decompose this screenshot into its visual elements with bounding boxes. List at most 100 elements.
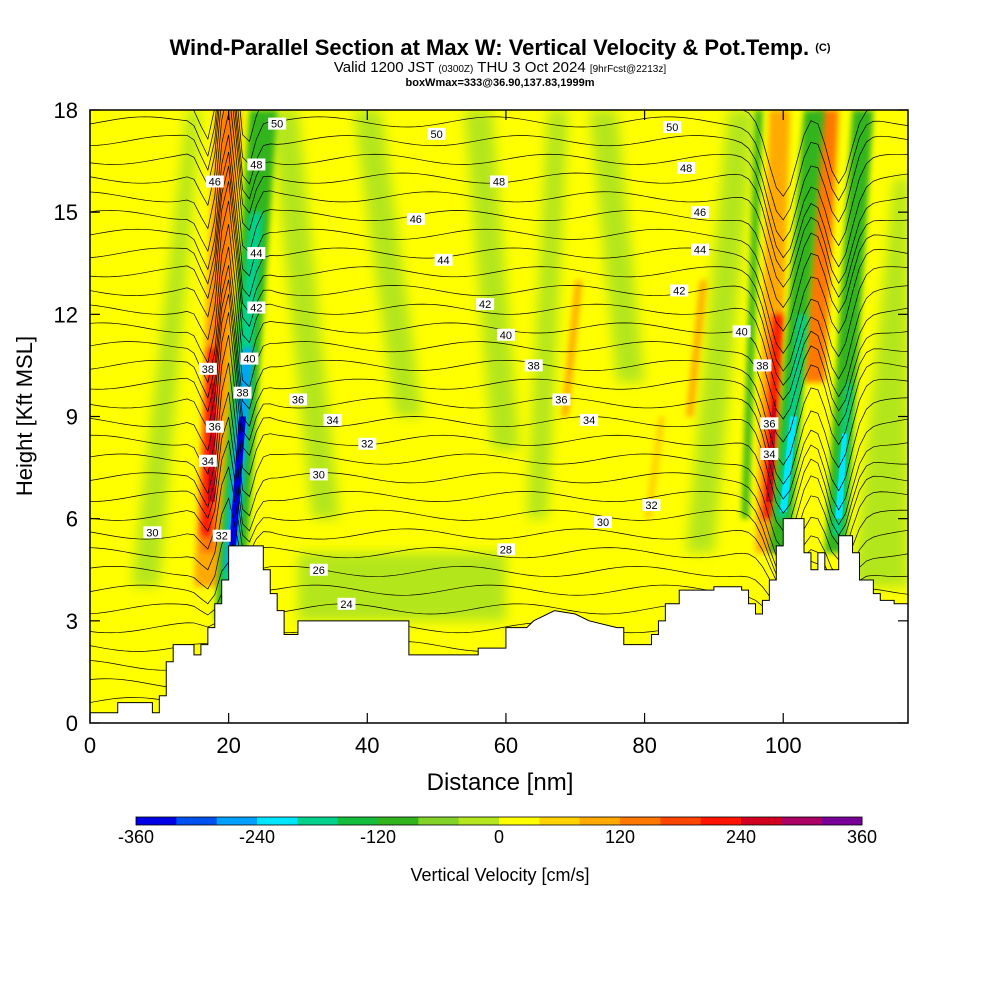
theta-label: 38 xyxy=(753,359,772,372)
theta-label-text: 50 xyxy=(271,119,283,131)
theta-label-text: 38 xyxy=(202,364,214,376)
theta-label: 40 xyxy=(496,328,515,342)
theta-label: 32 xyxy=(642,499,661,512)
theta-label-text: 36 xyxy=(763,418,775,430)
theta-contour-line xyxy=(90,110,908,242)
x-tick-label: 100 xyxy=(765,733,802,758)
theta-label-text: 30 xyxy=(597,517,609,529)
theta-label-text: 46 xyxy=(410,214,422,226)
velocity-region xyxy=(270,110,340,519)
theta-label: 36 xyxy=(760,417,779,430)
theta-label-box xyxy=(434,253,453,266)
theta-label: 34 xyxy=(198,454,217,468)
theta-label-box xyxy=(732,325,751,338)
theta-label-text: 32 xyxy=(645,500,657,512)
theta-contour-line xyxy=(90,181,908,386)
colorbar-swatch xyxy=(136,817,177,825)
colorbar-tick-label: -120 xyxy=(360,827,396,847)
velocity-region xyxy=(353,110,423,417)
theta-label-box xyxy=(476,298,495,311)
colorbar-swatch xyxy=(418,817,460,825)
velocity-region xyxy=(131,110,201,587)
theta-label-box xyxy=(753,359,772,372)
colorbar-swatch xyxy=(579,817,621,825)
velocity-region xyxy=(297,552,506,621)
theta-contour-line xyxy=(90,265,908,466)
x-tick-label: 40 xyxy=(355,733,379,758)
title-block: Wind-Parallel Section at Max W: Vertical… xyxy=(0,36,1000,89)
theta-contour-line xyxy=(90,165,908,372)
colorbar-swatch xyxy=(700,817,742,825)
theta-label-text: 34 xyxy=(327,415,339,427)
theta-label-box xyxy=(309,468,328,481)
theta-label-box xyxy=(580,413,599,426)
theta-label-box xyxy=(212,529,231,542)
theta-label-box xyxy=(406,212,425,225)
theta-label: 30 xyxy=(309,468,328,481)
theta-label-text: 46 xyxy=(694,207,706,219)
x-tick-label: 0 xyxy=(84,733,96,758)
y-tick-label: 6 xyxy=(66,507,78,532)
colorbar-tick-label: -360 xyxy=(118,827,154,847)
theta-label: 48 xyxy=(490,175,508,189)
theta-label-text: 50 xyxy=(666,122,678,134)
velocity-region xyxy=(779,416,798,512)
theta-label-text: 34 xyxy=(583,415,595,427)
theta-label-box xyxy=(309,563,328,576)
theta-label: 38 xyxy=(233,386,252,400)
theta-label-text: 46 xyxy=(209,177,221,189)
y-tick-label: 3 xyxy=(66,609,78,634)
theta-label-text: 48 xyxy=(680,163,692,175)
theta-contour-line xyxy=(90,134,908,332)
theta-contour-line xyxy=(90,200,908,401)
copyright-mark: (C) xyxy=(815,42,831,54)
theta-label-box xyxy=(496,328,515,341)
theta-contour-line xyxy=(90,110,908,221)
theta-label: 50 xyxy=(663,121,682,134)
colorbar-swatch xyxy=(458,817,500,825)
theta-label-text: 50 xyxy=(430,129,442,141)
theta-label-text: 40 xyxy=(243,354,255,366)
theta-contour-line xyxy=(90,151,908,354)
theta-label: 44 xyxy=(691,243,710,257)
theta-label-text: 28 xyxy=(500,544,512,556)
theta-label: 46 xyxy=(205,175,224,189)
theta-label: 32 xyxy=(358,437,377,451)
theta-label-box xyxy=(247,301,266,314)
chart-title: Wind-Parallel Section at Max W: Vertical… xyxy=(169,35,831,60)
theta-label-box xyxy=(143,526,162,539)
colorbar-label: Vertical Velocity [cm/s] xyxy=(410,865,589,885)
x-tick-label: 60 xyxy=(494,733,518,758)
theta-contour-line xyxy=(90,294,908,500)
theta-label-text: 32 xyxy=(216,531,228,543)
theta-label-box xyxy=(760,417,779,430)
y-tick-label: 12 xyxy=(54,302,78,327)
theta-label-text: 48 xyxy=(250,159,262,171)
theta-label-box xyxy=(198,362,217,375)
theta-label: 44 xyxy=(434,253,453,267)
theta-label-box xyxy=(593,516,612,529)
theta-label-box xyxy=(247,247,266,260)
theta-label: 46 xyxy=(406,212,425,226)
theta-label-box xyxy=(642,499,661,512)
theta-contour-line xyxy=(90,392,908,565)
theta-label: 30 xyxy=(593,516,612,529)
colorbar-swatch xyxy=(539,817,581,825)
theta-contour-line xyxy=(90,335,908,532)
theta-label: 50 xyxy=(427,127,446,141)
theta-label: 38 xyxy=(524,359,543,372)
colorbar-swatch xyxy=(741,817,782,825)
theta-label-text: 38 xyxy=(756,360,768,372)
colorbar-swatch xyxy=(257,817,298,825)
y-tick-label: 18 xyxy=(54,98,78,123)
velocity-region xyxy=(589,110,645,383)
colorbar-tick-label: 240 xyxy=(726,827,756,847)
theta-label: 38 xyxy=(198,362,217,376)
theta-label-text: 38 xyxy=(236,388,248,400)
theta-label-box xyxy=(490,175,508,188)
velocity-region xyxy=(835,433,847,519)
colorbar-swatch xyxy=(176,817,218,825)
theta-contour-line xyxy=(192,110,870,197)
theta-label-box xyxy=(496,543,515,556)
